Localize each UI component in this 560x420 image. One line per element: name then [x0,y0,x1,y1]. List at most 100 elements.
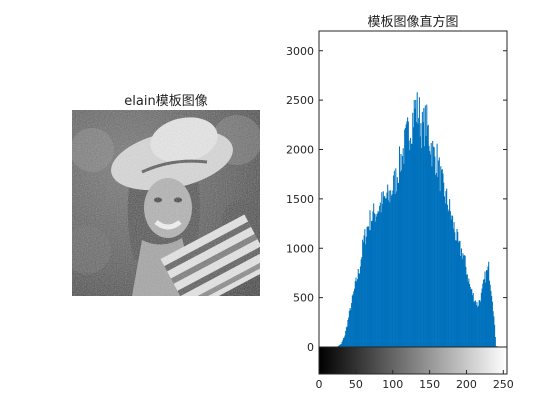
histogram-bar [395,168,397,347]
histogram-bar [482,283,484,347]
histogram-bar [422,122,424,347]
histogram-bar [399,171,401,347]
histogram-bar [429,154,431,347]
histogram-bar [457,231,459,347]
gray-colorbar [318,346,508,375]
histogram-bar [385,198,387,347]
histogram-bar [427,126,429,347]
histogram-bar [375,214,377,347]
histogram-bar [473,302,475,347]
histogram-bar [343,337,345,347]
histogram-bar [354,288,356,347]
histogram-bar [356,281,358,347]
image-title: elain模板图像 [124,94,208,109]
x-tick-label: 200 [456,378,477,391]
histogram-bar [339,344,341,347]
histogram-bar [456,228,458,347]
elain-image [72,110,260,296]
histogram-bar [455,240,457,347]
histogram-bar [474,301,476,347]
histogram-bar [359,273,361,347]
histogram-bar [407,117,409,347]
histogram-bar [476,302,478,347]
histogram-bar [438,157,440,347]
histogram-bar [373,203,375,347]
histogram-bar [442,173,444,347]
histogram-bar [377,210,379,347]
x-tick-label: 100 [382,378,403,391]
histogram-bar [479,300,481,347]
histogram-bar [470,289,472,347]
histogram-bar [468,278,470,347]
histogram-bar [477,305,479,347]
y-tick-label: 3000 [286,45,314,58]
histogram-bar [342,338,344,347]
histogram-bar [469,283,471,347]
histogram-bar [403,163,405,347]
histogram-bar [365,244,367,347]
histogram-bar [492,311,494,347]
histogram-bar [366,227,368,347]
histogram-bar [446,204,448,347]
histogram-bar [483,279,485,347]
histogram-bar [380,212,382,347]
histogram-bar [341,342,343,347]
histogram-bar [376,213,378,347]
histogram-bar [465,266,467,347]
histogram-bar [433,147,435,347]
histogram-bar [386,192,388,347]
histogram-bar [362,242,364,347]
histogram-bar [435,175,437,347]
x-axis-ticks: 0 50 100 150 200 250 [316,370,514,391]
histogram-bar [491,296,493,347]
elain-portrait [72,110,260,296]
histogram-bar [370,230,372,347]
histogram-bar [426,104,428,347]
histogram-bar [354,281,356,347]
histogram-bar [485,282,487,347]
histogram-bar [362,239,364,347]
histogram-bar [449,211,451,347]
histogram-bar [494,324,496,347]
histogram-bar [374,221,376,347]
histogram-bar [453,222,455,347]
histogram-bar [397,183,399,347]
histogram-bar [466,274,468,347]
histogram-bar [418,117,420,348]
histogram-bar [463,255,465,347]
histogram-bar [363,235,365,347]
histogram-bar [443,196,446,347]
histogram-bar [434,156,436,347]
histogram-bar [477,307,479,347]
histogram-bar [452,215,454,347]
histogram-bar [379,205,381,347]
histogram-bar [401,170,403,347]
histogram-bar [478,300,480,347]
histogram-bar [408,140,410,347]
histogram-bar [356,279,359,347]
histogram-bar [413,127,415,347]
histogram-bar [368,226,370,347]
histogram-bar [394,194,396,347]
histogram-bar [376,216,378,347]
histogram-bar [474,300,476,347]
histogram-bar [446,188,448,347]
histogram-bar [447,211,449,347]
histogram-bar [488,261,490,347]
histogram-bar [382,191,384,347]
histogram-bar [432,146,434,347]
histogram-bar [425,135,427,347]
histogram-bar [475,305,477,347]
histogram-bar [359,266,361,347]
histogram-bar [488,280,490,347]
histogram-bar [348,311,350,347]
histogram-bar [444,203,446,347]
histogram-bar [469,287,471,347]
histogram-bar [491,301,493,347]
histogram-bar [481,288,483,347]
y-tick-label: 1500 [286,193,314,206]
histogram-bar [404,127,406,347]
histogram-bar [471,288,473,347]
histogram-bar [484,271,486,347]
histogram-bar [412,112,414,347]
